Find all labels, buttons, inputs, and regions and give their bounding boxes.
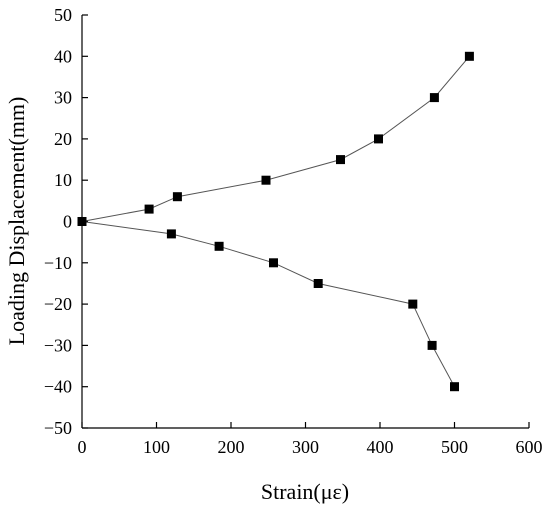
- data-point: [166, 229, 176, 239]
- data-point: [464, 51, 474, 61]
- data-point: [172, 192, 182, 202]
- data-point: [313, 279, 323, 288]
- data-point: [214, 241, 224, 251]
- data-point: [429, 93, 439, 103]
- data-point: [77, 217, 87, 226]
- y-axis-title: Loading Displacement(mm): [4, 97, 29, 346]
- y-tick-label: 40: [54, 46, 72, 66]
- x-tick-label: 200: [218, 437, 245, 457]
- x-tick-label: 600: [516, 437, 543, 457]
- data-point: [269, 258, 278, 268]
- y-tick-label: 0: [63, 212, 72, 232]
- x-tick-label: 500: [441, 437, 468, 457]
- y-tick-label: 30: [54, 88, 72, 108]
- y-tick-label: 20: [54, 129, 72, 149]
- x-axis-title: Strain(με): [261, 479, 349, 504]
- data-point: [261, 175, 271, 185]
- data-point: [427, 340, 437, 350]
- x-tick-label: 400: [367, 437, 394, 457]
- data-point: [408, 299, 418, 309]
- y-tick-label: −50: [44, 418, 72, 438]
- y-tick-label: −20: [44, 294, 72, 314]
- data-point: [450, 382, 459, 392]
- series-line-1: [81, 221, 455, 387]
- x-tick-label: 100: [143, 437, 170, 457]
- data-point: [144, 204, 154, 214]
- y-tick-label: −40: [44, 377, 72, 397]
- y-tick-label: 50: [54, 5, 72, 25]
- y-tick-label: −30: [44, 335, 72, 355]
- x-tick-label: 0: [78, 437, 87, 457]
- x-tick-label: 300: [292, 437, 319, 457]
- series-line-0: [81, 55, 470, 222]
- y-tick-label: 10: [54, 170, 72, 190]
- plot-area: 0 100 200 300 400 500 600 −50 −40 −30 −20 −10 0 10 20 3…: [44, 5, 543, 457]
- data-point: [374, 134, 383, 144]
- y-tick-label: −10: [44, 253, 72, 273]
- data-point: [336, 155, 345, 165]
